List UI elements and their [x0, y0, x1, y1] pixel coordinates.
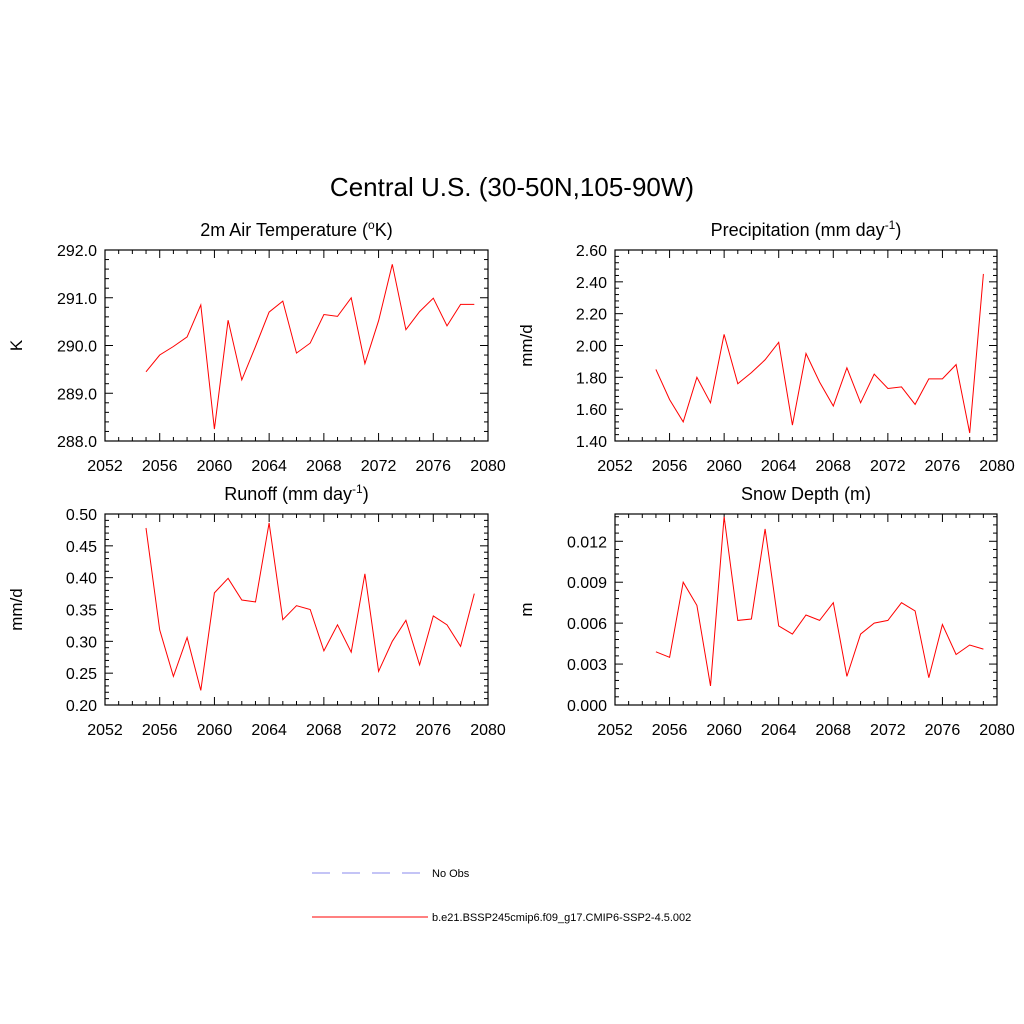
y-tick-label: 1.80 [576, 370, 607, 387]
x-tick-label: 2064 [761, 458, 797, 475]
x-tick-label: 2056 [652, 722, 688, 739]
y-tick-label: 2.20 [576, 307, 607, 324]
x-tick-label: 2056 [142, 722, 178, 739]
x-tick-label: 2068 [815, 722, 851, 739]
y-tick-label: 0.012 [567, 534, 607, 551]
y-tick-label: 0.009 [567, 575, 607, 592]
x-tick-label: 2072 [870, 722, 906, 739]
y-tick-label: 0.000 [567, 698, 607, 715]
x-tick-label: 2080 [979, 458, 1015, 475]
x-tick-label: 2060 [197, 458, 233, 475]
x-tick-label: 2080 [470, 458, 506, 475]
panel-title: Snow Depth (m) [741, 484, 871, 504]
x-tick-label: 2072 [870, 458, 906, 475]
x-tick-label: 2060 [706, 458, 742, 475]
series-line-1 [145, 522, 475, 691]
x-tick-label: 2076 [925, 458, 961, 475]
x-tick-label: 2072 [361, 458, 397, 475]
y-tick-label: 2.40 [576, 275, 607, 292]
x-tick-label: 2064 [251, 722, 287, 739]
x-tick-label: 2068 [815, 458, 851, 475]
figure-title: Central U.S. (30-50N,105-90W) [330, 172, 694, 202]
y-axis-label: mm/d [517, 324, 536, 367]
x-tick-label: 2076 [415, 722, 451, 739]
x-tick-label: 2060 [706, 722, 742, 739]
x-tick-label: 2052 [87, 458, 123, 475]
plot-frame [104, 249, 489, 442]
y-tick-label: 1.40 [576, 434, 607, 451]
x-tick-label: 2072 [361, 722, 397, 739]
x-tick-label: 2056 [142, 458, 178, 475]
y-tick-label: 0.45 [66, 539, 97, 556]
x-tick-label: 2064 [251, 458, 287, 475]
plot-frame [614, 513, 998, 706]
x-tick-label: 2080 [470, 722, 506, 739]
y-tick-label: 0.50 [66, 507, 97, 524]
legend-label-model: b.e21.BSSP245cmip6.f09_g17.CMIP6-SSP2-4.… [432, 912, 691, 924]
plot-frame [614, 249, 998, 442]
y-tick-label: 0.25 [66, 666, 97, 683]
y-tick-label: 292.0 [57, 243, 97, 260]
x-tick-label: 2076 [415, 458, 451, 475]
panel-title: 2m Air Temperature (oK) [200, 218, 392, 240]
plot-frame [104, 513, 489, 706]
y-tick-label: 289.0 [57, 386, 97, 403]
y-tick-label: 0.003 [567, 657, 607, 674]
y-tick-label: 0.006 [567, 616, 607, 633]
series-line-1 [655, 516, 984, 686]
y-tick-label: 0.35 [66, 603, 97, 620]
x-tick-label: 2076 [925, 722, 961, 739]
x-tick-label: 2052 [597, 722, 633, 739]
y-tick-label: 2.00 [576, 339, 607, 356]
y-tick-label: 0.30 [66, 634, 97, 651]
x-tick-label: 2064 [761, 722, 797, 739]
y-tick-label: 1.60 [576, 402, 607, 419]
panel-2: Precipitation (mm day-1) mm/d 2052 2056 2060… [517, 218, 1015, 475]
y-axis-label: mm/d [7, 588, 26, 631]
x-tick-label: 2068 [306, 458, 342, 475]
legend-label-no-obs: No Obs [432, 868, 470, 880]
panel-title: Runoff (mm day-1) [224, 482, 368, 504]
x-tick-label: 2068 [306, 722, 342, 739]
panel-1: 2m Air Temperature (oK) K 2052 2056 2060 2064… [7, 218, 506, 475]
series-line-1 [655, 273, 984, 434]
y-tick-label: 0.20 [66, 698, 97, 715]
y-axis-label: K [7, 339, 26, 351]
y-tick-label: 291.0 [57, 291, 97, 308]
y-tick-label: 0.40 [66, 571, 97, 588]
x-tick-label: 2052 [87, 722, 123, 739]
y-tick-label: 288.0 [57, 434, 97, 451]
y-tick-label: 290.0 [57, 339, 97, 356]
x-tick-label: 2056 [652, 458, 688, 475]
y-tick-label: 2.60 [576, 243, 607, 260]
x-tick-label: 2080 [979, 722, 1015, 739]
panel-4: Snow Depth (m) m 2052 2056 2060 2064 2068 2072 2… [517, 484, 1015, 739]
legend: No Obs b.e21.BSSP245cmip6.f09_g17.CMIP6-… [312, 868, 691, 924]
x-tick-label: 2052 [597, 458, 633, 475]
series-line-1 [145, 264, 475, 430]
y-axis-label: m [517, 602, 536, 616]
panel-title: Precipitation (mm day-1) [711, 218, 902, 240]
x-tick-label: 2060 [197, 722, 233, 739]
panel-3: Runoff (mm day-1) mm/d 2052 2056 2060 2064 206… [7, 482, 506, 739]
